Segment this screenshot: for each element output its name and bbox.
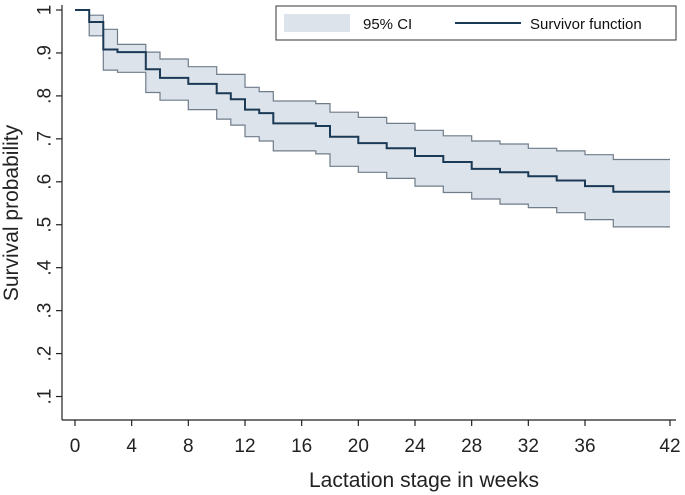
x-tick-label: 42 <box>659 436 680 457</box>
y-axis-title: Survival probability <box>0 124 23 301</box>
y-tick-label: .5 <box>35 217 56 233</box>
legend: 95% CI Survivor function <box>275 5 677 41</box>
axes: 1 .9 .8 .7 .6 .5 .4 .3 .2 .1 0 4 8 12 16 20 24 28 32 36 42 <box>35 5 681 457</box>
y-tick-label: .1 <box>35 389 56 405</box>
x-tick-label: 20 <box>348 436 369 457</box>
x-tick-label: 4 <box>126 436 137 457</box>
ci-band <box>75 10 670 227</box>
y-tick-label: .4 <box>35 259 56 275</box>
y-tick-label: 1 <box>35 5 56 16</box>
x-tick-label: 0 <box>70 436 81 457</box>
x-tick-label: 16 <box>291 436 312 457</box>
y-tick-label: .3 <box>35 303 56 319</box>
ci-upper-line <box>75 9 670 161</box>
y-tick-label: .9 <box>35 45 56 61</box>
y-tick-label: .6 <box>35 174 56 190</box>
y-tick-label: .7 <box>35 131 56 147</box>
x-tick-label: 24 <box>404 436 426 457</box>
y-tick-label: .8 <box>35 88 56 104</box>
x-tick-label: 36 <box>574 436 595 457</box>
ci-lower-line <box>75 9 670 228</box>
x-tick-label: 32 <box>518 436 539 457</box>
plot-area <box>75 9 670 228</box>
legend-survivor-label: Survivor function <box>530 16 642 33</box>
legend-ci-label: 95% CI <box>363 16 412 33</box>
legend-ci-swatch <box>284 14 350 32</box>
x-tick-label: 8 <box>183 436 194 457</box>
survivor-function-line <box>75 9 670 193</box>
x-tick-label: 28 <box>461 436 482 457</box>
x-axis-title: Lactation stage in weeks <box>309 469 539 492</box>
y-tick-label: .2 <box>35 346 56 362</box>
x-tick-label: 12 <box>234 436 255 457</box>
